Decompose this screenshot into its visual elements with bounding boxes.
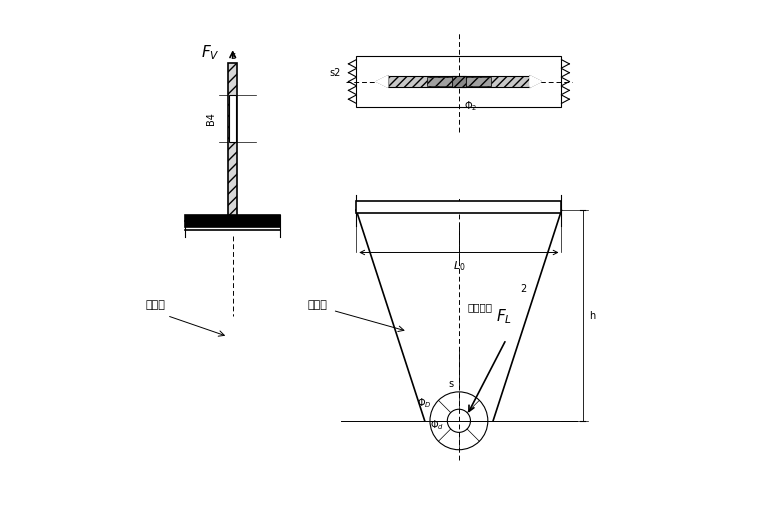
Text: $\Phi_2$: $\Phi_2$ (464, 99, 477, 113)
Bar (356, 56, 562, 107)
Text: 吊耳板: 吊耳板 (308, 300, 328, 310)
Text: 吊耳板: 吊耳板 (146, 300, 166, 310)
Text: s2: s2 (329, 68, 340, 78)
Text: $\Phi_d$: $\Phi_d$ (430, 418, 445, 432)
Bar (466, 77, 491, 86)
Bar (230, 95, 236, 142)
Bar (185, 215, 280, 227)
Text: $L_0$: $L_0$ (453, 259, 465, 272)
Text: s: s (448, 379, 454, 389)
Polygon shape (376, 76, 388, 87)
Text: B4: B4 (206, 112, 216, 125)
Bar (228, 63, 237, 221)
Text: 吊拉方向: 吊拉方向 (467, 302, 492, 312)
Bar (427, 77, 451, 86)
Text: 2: 2 (521, 284, 527, 295)
Text: $\Phi_D$: $\Phi_D$ (416, 397, 432, 410)
Text: h: h (589, 310, 595, 321)
Bar (356, 201, 562, 213)
Polygon shape (530, 76, 541, 87)
Bar (388, 76, 530, 87)
Text: s: s (230, 51, 236, 61)
Text: $F_L$: $F_L$ (496, 307, 511, 326)
Bar (452, 76, 466, 87)
Text: $F_V$: $F_V$ (201, 43, 220, 62)
